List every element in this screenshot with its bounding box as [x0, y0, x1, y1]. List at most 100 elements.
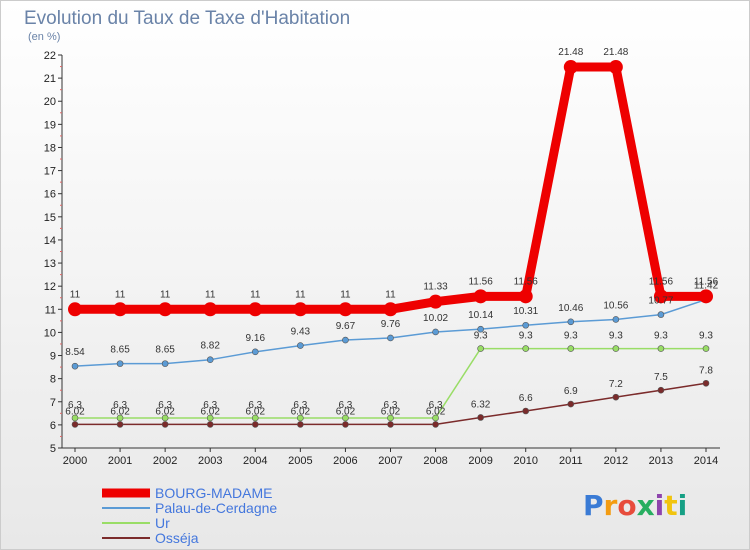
- data-point: [657, 345, 665, 352]
- data-point: [342, 421, 349, 428]
- data-label: 9.67: [336, 321, 356, 332]
- data-label: 9.3: [564, 331, 578, 342]
- data-point: [612, 316, 620, 323]
- data-label: 7.2: [609, 379, 623, 390]
- data-point: [342, 414, 349, 422]
- data-point: [342, 336, 349, 344]
- x-tick-label: 2000: [63, 455, 87, 467]
- data-label: 6.3: [293, 400, 307, 411]
- data-point: [699, 289, 713, 304]
- y-tick-label: 14: [44, 235, 56, 247]
- data-point: [68, 302, 82, 317]
- data-label: 10.14: [468, 310, 493, 321]
- data-label: 11: [250, 289, 261, 300]
- logo-letter: o: [617, 489, 636, 522]
- data-point: [522, 345, 530, 352]
- data-label: 11: [115, 289, 126, 300]
- data-label: 10.02: [423, 313, 448, 324]
- data-label: 8.65: [110, 345, 130, 356]
- data-label: 11: [340, 289, 351, 300]
- x-tick-label: 2007: [378, 455, 402, 467]
- y-tick-label: 10: [44, 327, 56, 339]
- data-point: [248, 302, 263, 317]
- data-label: 6.32: [471, 399, 491, 410]
- logo-letter: x: [637, 489, 655, 522]
- x-tick-label: 2004: [243, 455, 267, 467]
- data-label: 11: [160, 289, 171, 300]
- chart-subtitle: (en %): [28, 31, 60, 43]
- data-label: 6.3: [384, 400, 398, 411]
- data-point: [428, 294, 443, 309]
- logo-letter: i: [678, 489, 688, 522]
- data-point: [251, 414, 259, 422]
- data-label: 6.02: [381, 406, 401, 417]
- y-tick-label: 18: [44, 142, 56, 154]
- x-tick-label: 2013: [649, 455, 673, 467]
- logo-letter: r: [604, 489, 618, 522]
- data-point: [657, 311, 665, 318]
- data-label: 6.3: [203, 400, 217, 411]
- data-point: [612, 393, 620, 401]
- x-tick-label: 2003: [198, 455, 222, 467]
- data-label: 6.3: [113, 400, 127, 411]
- data-label: 6.02: [65, 406, 85, 417]
- data-label: 6.9: [564, 386, 578, 397]
- data-point: [338, 302, 353, 317]
- data-point: [297, 421, 304, 428]
- data-label: 10.56: [603, 300, 628, 311]
- data-label: 6.02: [246, 406, 266, 417]
- data-point: [206, 356, 214, 363]
- data-label: 11: [295, 289, 306, 300]
- data-point: [608, 60, 623, 75]
- data-point: [477, 414, 484, 421]
- x-tick-label: 2005: [288, 455, 312, 467]
- y-tick-label: 6: [50, 420, 56, 432]
- data-label: 10.77: [648, 296, 673, 307]
- data-point: [477, 325, 484, 333]
- data-label: 21.48: [603, 47, 628, 58]
- data-label: 8.54: [65, 347, 85, 358]
- data-point: [387, 421, 394, 428]
- x-tick-label: 2010: [513, 455, 537, 467]
- legend-label: Osséja: [155, 530, 199, 546]
- data-point: [518, 289, 533, 304]
- data-point: [206, 414, 214, 422]
- data-label: 6.3: [68, 400, 82, 411]
- data-label: 6.02: [291, 406, 311, 417]
- data-label: 9.3: [519, 331, 533, 342]
- data-point: [432, 414, 439, 422]
- x-tick-label: 2009: [468, 455, 492, 467]
- data-point: [161, 360, 169, 367]
- y-tick-label: 20: [44, 96, 56, 108]
- y-tick-label: 22: [44, 50, 56, 62]
- data-point: [383, 302, 398, 317]
- data-point: [702, 379, 710, 387]
- data-point: [432, 421, 439, 428]
- data-label: 9.43: [291, 327, 311, 338]
- logo-letter: i: [655, 489, 665, 522]
- y-tick-label: 12: [44, 281, 56, 293]
- data-point: [387, 414, 394, 422]
- x-tick-label: 2001: [108, 455, 132, 467]
- data-point: [563, 60, 578, 75]
- data-label: 11.56: [514, 276, 539, 287]
- data-point: [251, 421, 259, 428]
- data-point: [116, 360, 124, 367]
- y-tick-label: 16: [44, 189, 56, 201]
- data-point: [206, 421, 214, 428]
- data-point: [158, 302, 173, 317]
- data-point: [161, 414, 169, 422]
- chart-title: Evolution du Taux de Taxe d'Habitation: [24, 8, 350, 29]
- data-point: [567, 400, 575, 408]
- logo-letter: t: [664, 489, 677, 522]
- data-point: [297, 414, 304, 422]
- data-point: [71, 414, 79, 422]
- data-labels: 11 11 11 11 11 11 11 11 11.33 11.56 11.56 21.48 21.4…: [65, 47, 718, 417]
- data-label: 8.65: [155, 345, 175, 356]
- data-label: 6.3: [429, 400, 443, 411]
- data-label: 6.3: [338, 400, 352, 411]
- data-point: [297, 342, 304, 349]
